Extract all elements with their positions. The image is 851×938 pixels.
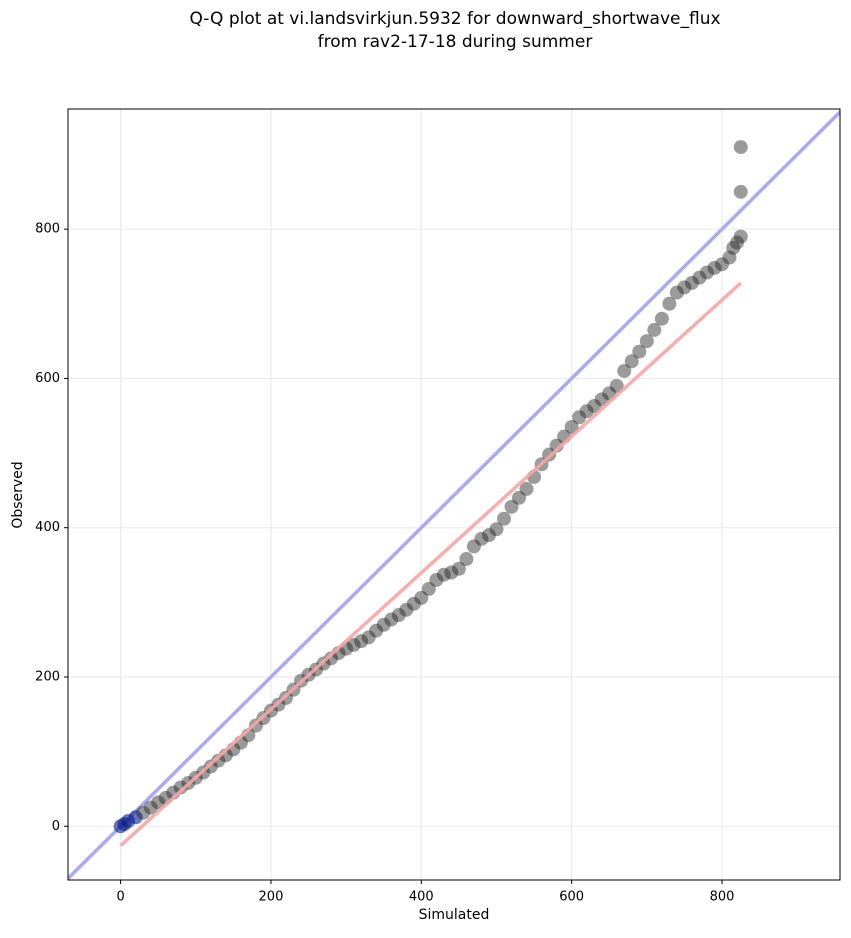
point: [143, 800, 158, 815]
x-tick-label: 600: [559, 890, 584, 905]
y-tick-label: 200: [35, 669, 60, 684]
point: [733, 184, 748, 199]
chart-title: Q-Q plot at vi.landsvirkjun.5932 for dow…: [189, 9, 720, 29]
point: [406, 596, 421, 611]
point: [391, 608, 406, 623]
point: [579, 404, 594, 419]
point: [639, 334, 654, 349]
point: [466, 539, 481, 554]
point: [369, 623, 384, 638]
y-tick-label: 0: [52, 819, 60, 834]
point: [128, 810, 143, 825]
x-tick-label: 400: [409, 890, 434, 905]
point: [346, 637, 361, 652]
point: [617, 363, 632, 378]
point: [699, 265, 714, 280]
point: [504, 499, 519, 514]
y-tick-label: 400: [35, 520, 60, 535]
point: [211, 753, 226, 768]
x-tick-label: 800: [710, 890, 735, 905]
point: [151, 795, 166, 810]
point: [421, 581, 436, 596]
point: [429, 572, 444, 587]
point: [722, 250, 737, 265]
y-axis-label: Observed: [10, 461, 26, 528]
point: [726, 240, 741, 255]
point: [572, 410, 587, 425]
axes-frame: [67, 108, 841, 881]
plot-area: [68, 109, 840, 880]
y-tick-label: 800: [35, 222, 60, 237]
x-tick-label: 200: [259, 890, 284, 905]
point: [384, 612, 399, 627]
point: [684, 275, 699, 290]
point: [707, 260, 722, 275]
point: [173, 780, 188, 795]
point: [354, 634, 369, 649]
point: [444, 565, 459, 580]
point: [714, 257, 729, 272]
point: [203, 759, 218, 774]
point: [414, 590, 429, 605]
chart-title: from rav2-17-18 during summer: [318, 32, 593, 52]
point: [399, 602, 414, 617]
point: [647, 322, 662, 337]
point: [512, 490, 527, 505]
point: [361, 630, 376, 645]
x-axis-label: Simulated: [419, 907, 490, 923]
point: [481, 528, 496, 543]
point: [496, 511, 511, 526]
point: [662, 296, 677, 311]
x-tick-label: 0: [116, 890, 124, 905]
point: [733, 229, 748, 244]
point: [624, 354, 639, 369]
point: [564, 419, 579, 434]
point: [632, 344, 647, 359]
point: [474, 531, 489, 546]
point: [733, 140, 748, 155]
point: [324, 651, 339, 666]
point: [436, 567, 451, 582]
point: [489, 522, 504, 537]
identity-line: [68, 109, 840, 880]
point: [654, 311, 669, 326]
point: [669, 285, 684, 300]
point: [587, 399, 602, 414]
point: [376, 617, 391, 632]
point: [692, 270, 707, 285]
point: [609, 378, 624, 393]
y-tick-label: 600: [35, 371, 60, 386]
point: [136, 805, 151, 820]
point: [730, 235, 745, 250]
point: [677, 280, 692, 295]
fit-line: [119, 281, 742, 847]
point: [451, 561, 466, 576]
point: [519, 481, 534, 496]
point: [594, 392, 609, 407]
point: [459, 552, 474, 567]
